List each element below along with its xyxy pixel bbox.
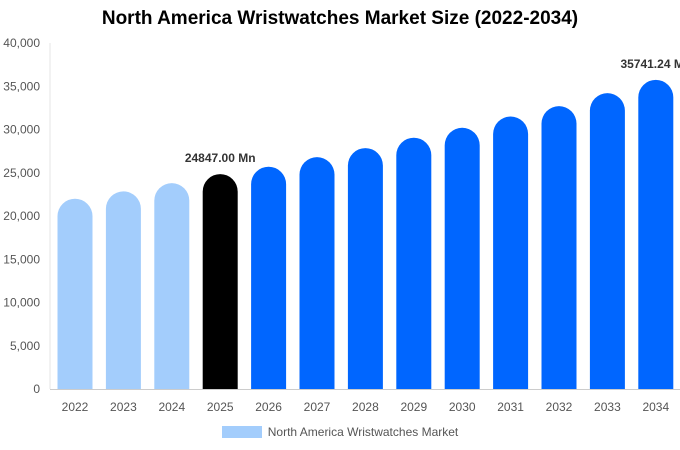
- x-tick-label: 2034: [642, 400, 669, 414]
- x-tick-label: 2027: [304, 400, 331, 414]
- bar-2030[interactable]: [444, 127, 480, 390]
- bar-2028[interactable]: [347, 148, 383, 389]
- legend-swatch: [221, 426, 262, 438]
- bar-layer: [57, 79, 674, 390]
- axis-layer: 0 5,000 10,000 15,000 20,000 25,000 30,000 35,0…: [3, 36, 680, 414]
- data-label-2025: 24847.00 Mn: [185, 151, 256, 165]
- bar-2033[interactable]: [589, 93, 625, 390]
- x-tick-label: 2028: [352, 400, 379, 414]
- bar-2032[interactable]: [541, 106, 577, 389]
- y-tick-label: 35,000: [3, 79, 40, 93]
- bar-2034[interactable]: [638, 79, 674, 390]
- chart-title: North America Wristwatches Market Size (…: [101, 8, 579, 29]
- y-tick-label: 5,000: [10, 339, 40, 353]
- bar-2023[interactable]: [105, 191, 141, 389]
- x-tick-label: 2025: [207, 400, 234, 414]
- x-tick-label: 2032: [546, 400, 573, 414]
- legend[interactable]: North America Wristwatches Market: [0, 425, 680, 439]
- x-tick-label: 2026: [255, 400, 282, 414]
- x-tick-label: 2033: [594, 400, 621, 414]
- y-tick-label: 0: [33, 382, 40, 396]
- data-label-2034: 35741.24 Mn: [620, 57, 680, 71]
- bar-2029[interactable]: [396, 137, 432, 389]
- x-tick-label: 2029: [400, 400, 427, 414]
- x-tick-label: 2024: [158, 400, 185, 414]
- x-tick-label: 2022: [62, 400, 89, 414]
- y-tick-label: 20,000: [3, 209, 40, 223]
- y-tick-label: 25,000: [3, 166, 40, 180]
- legend-label: North America Wristwatches Market: [267, 425, 459, 439]
- bar-2022[interactable]: [57, 198, 93, 389]
- y-tick-label: 15,000: [3, 252, 40, 266]
- bar-2026[interactable]: [251, 166, 287, 389]
- x-tick-label: 2023: [110, 400, 137, 414]
- x-tick-label: 2030: [449, 400, 476, 414]
- y-tick-label: 10,000: [3, 296, 40, 310]
- bar-2027[interactable]: [299, 157, 335, 389]
- label-layer: 24847.00 Mn 35741.24 Mn: [185, 57, 680, 165]
- bar-2031[interactable]: [493, 116, 529, 389]
- x-tick-label: 2031: [497, 400, 524, 414]
- bar-2024[interactable]: [154, 183, 190, 389]
- y-tick-label: 40,000: [3, 36, 40, 50]
- y-tick-label: 30,000: [3, 123, 40, 137]
- bar-2025[interactable]: [202, 174, 238, 389]
